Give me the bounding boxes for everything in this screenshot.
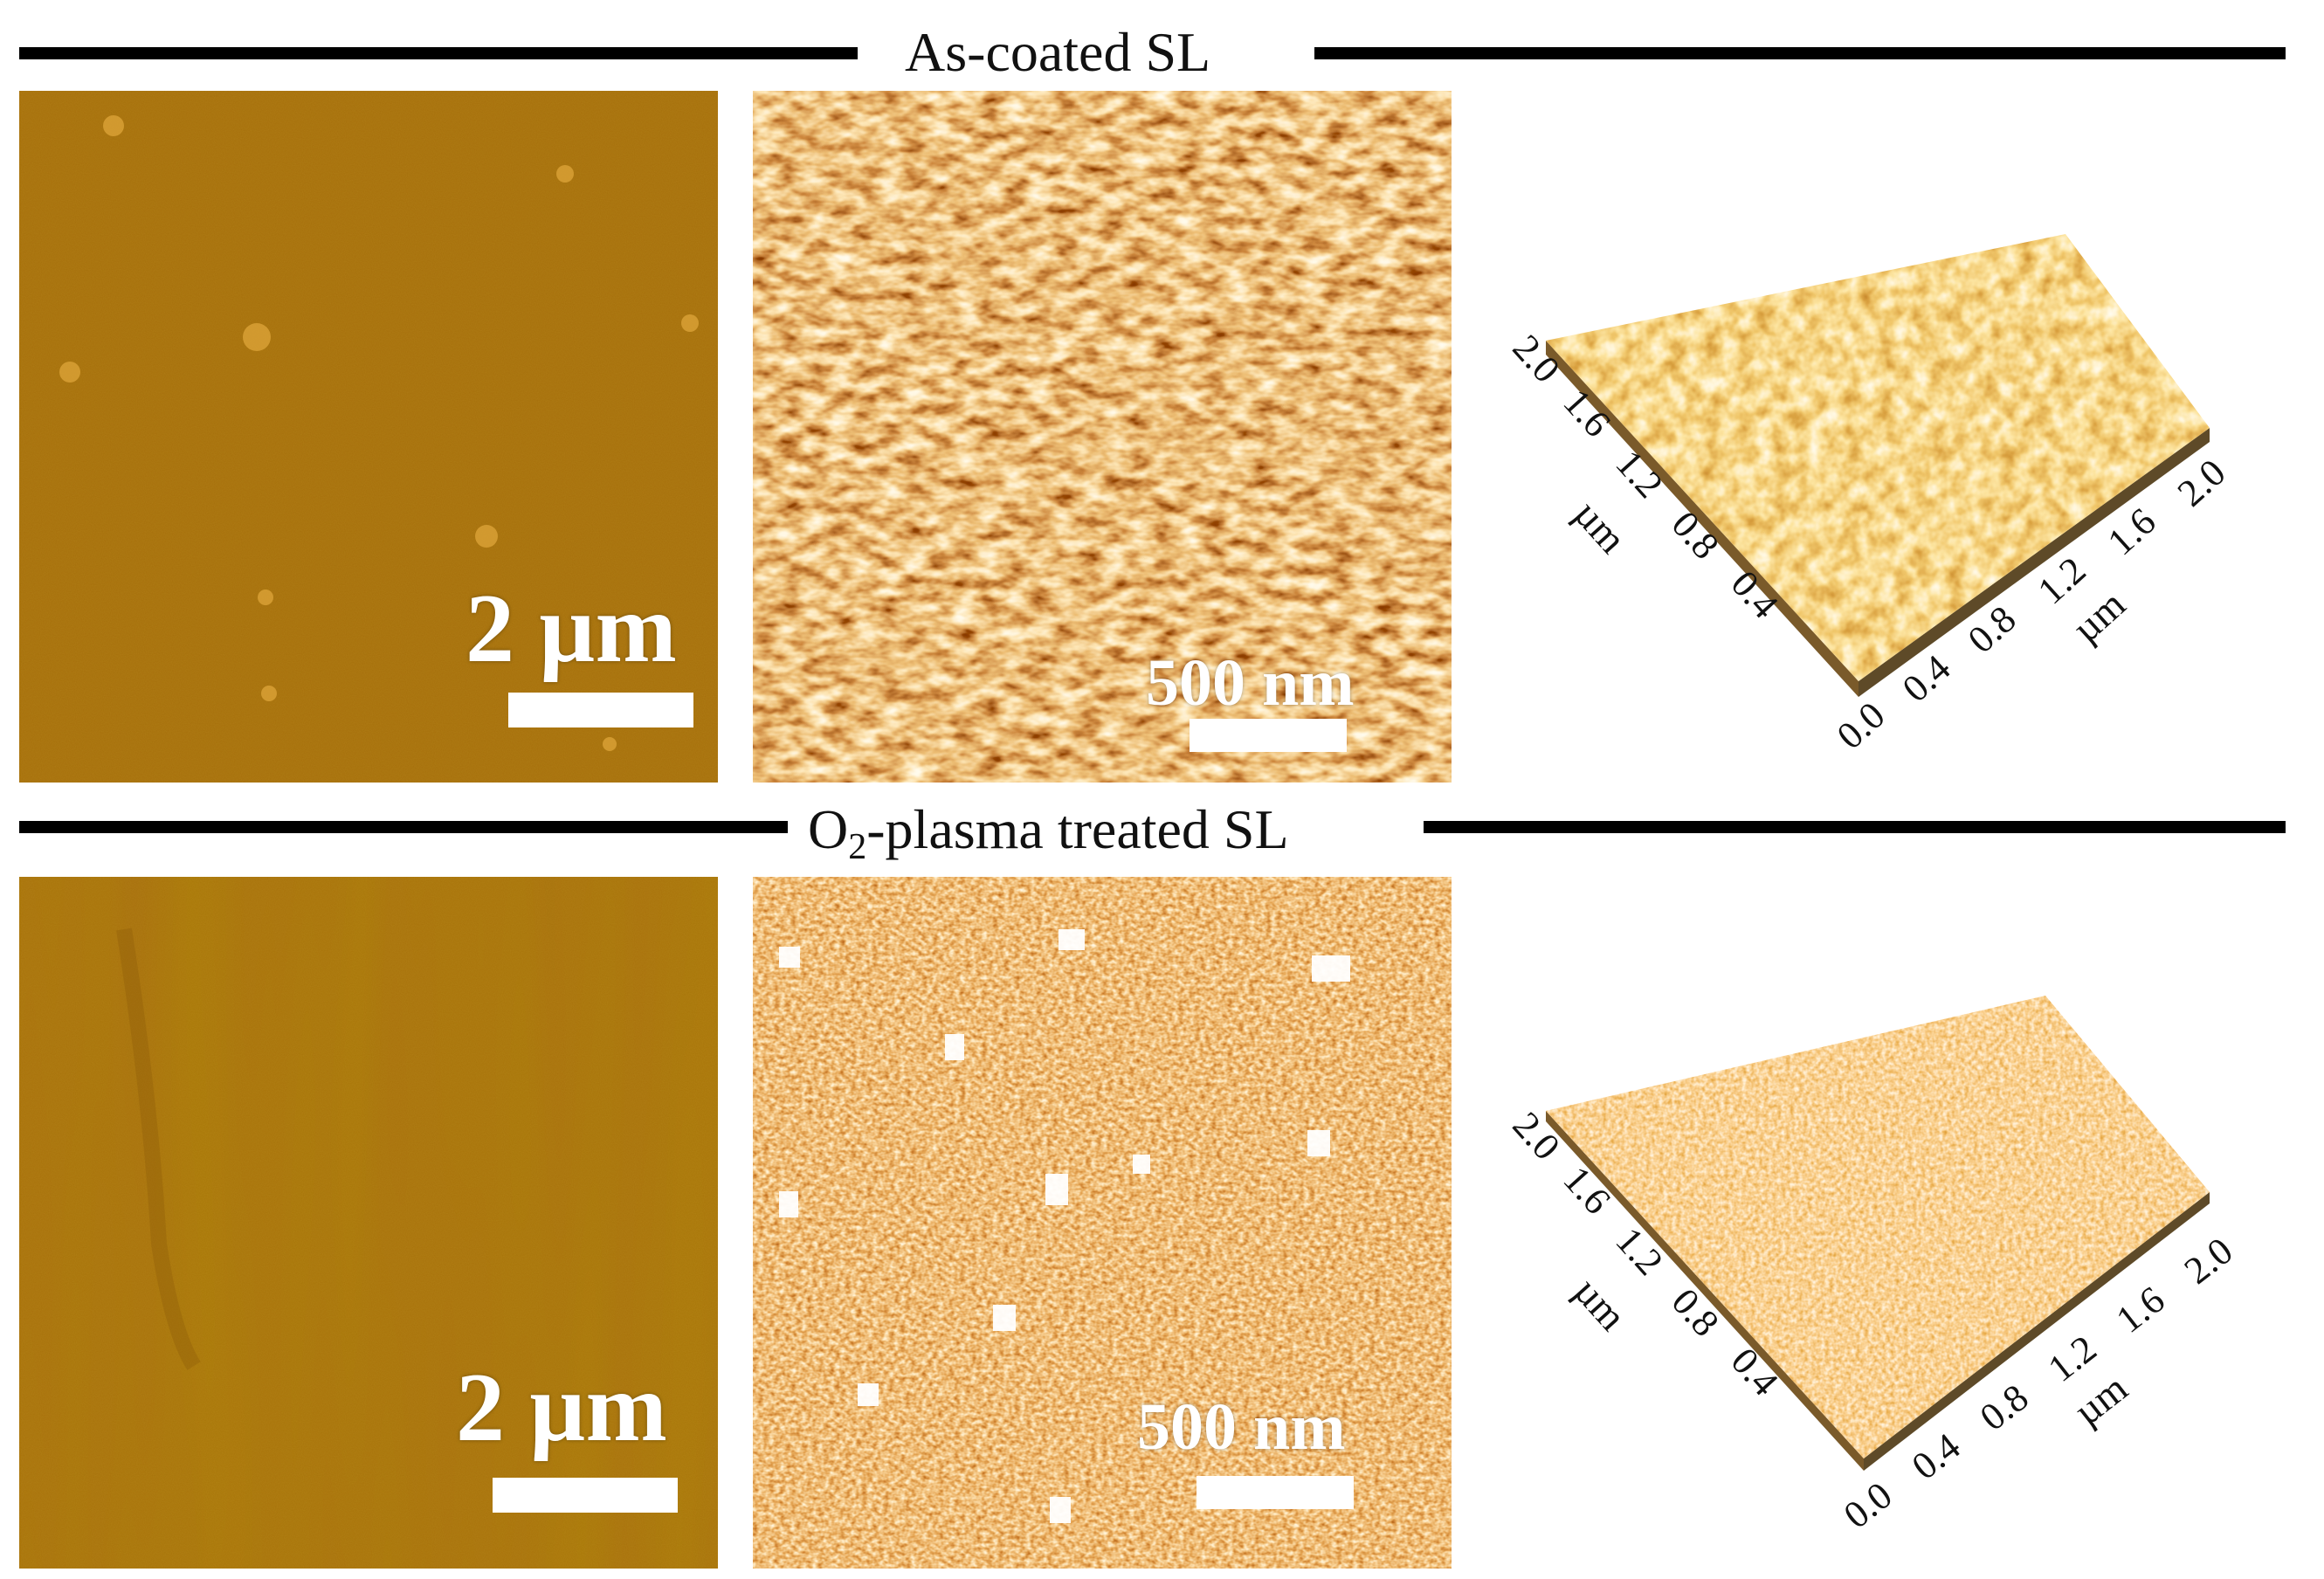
row2-title-sub: 2: [848, 827, 867, 867]
row2-x-tick-1-6: 1.6: [2108, 1278, 2173, 1341]
row1-x-tick-0-0: 0.0: [1829, 693, 1893, 757]
row1-afm-3d-surface: 2.0 1.6 1.2 0.8 0.4 µm 0.0 0.4 0.8 1.2 1…: [1476, 218, 2314, 760]
row1-afm-zoom: [753, 91, 1452, 783]
row2-rule-right: [1424, 821, 2286, 833]
row1-title: As-coated SL: [905, 24, 1210, 80]
row1-y-tick-2-0: 2.0: [1505, 327, 1569, 391]
row2-x-tick-2-0: 2.0: [2176, 1229, 2241, 1292]
row2-title: O2-plasma treated SL: [808, 802, 1289, 867]
row2-scale-bar-500nm: [1196, 1476, 1354, 1509]
row1-rule-left: [19, 47, 858, 59]
row1-scale-label-500nm: 500 nm: [1146, 646, 1355, 720]
row2-scale-label-500nm: 500 nm: [1137, 1390, 1346, 1464]
row2-afm-topography: [19, 877, 718, 1569]
row2-x-tick-0-4: 0.4: [1904, 1424, 1969, 1487]
row1-scale-bar-2um: [508, 693, 693, 727]
row2-x-tick-0-0: 0.0: [1836, 1473, 1900, 1536]
row2-title-rest: -plasma treated SL: [866, 798, 1289, 860]
row2-afm-zoom: [753, 877, 1452, 1569]
row2-title-main: O: [808, 798, 849, 860]
row2-scale-label-2um: 2 µm: [456, 1354, 667, 1462]
row1-y-unit: µm: [1566, 492, 1636, 562]
row2-x-tick-0-8: 0.8: [1972, 1376, 2037, 1438]
row1-title-text: As-coated SL: [905, 21, 1211, 83]
row1-scale-bar-500nm: [1190, 719, 1347, 752]
row1-scale-label-2um: 2 µm: [465, 575, 677, 683]
row1-rule-right: [1314, 47, 2286, 59]
row2-afm-3d-surface: 2.0 1.6 1.2 0.8 0.4 µm 0.0 0.4 0.8 1.2 1…: [1476, 996, 2314, 1537]
row1-afm-topography: [19, 91, 718, 783]
row2-scale-bar-2um: [493, 1478, 678, 1513]
row2-y-unit: µm: [1566, 1269, 1636, 1340]
row2-rule-left: [19, 821, 788, 833]
